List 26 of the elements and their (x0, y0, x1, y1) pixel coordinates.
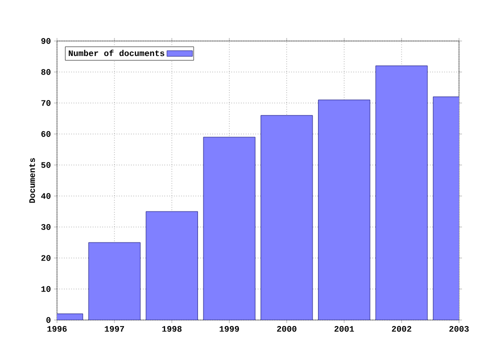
bar (318, 100, 370, 320)
bar (203, 136, 256, 320)
y-tick-label: 60 (41, 131, 51, 137)
x-tick-label: 1999 (220, 326, 239, 332)
x-tick-label: 2001 (334, 326, 354, 332)
y-tick-label: 30 (41, 224, 51, 230)
x-tick-label: 1996 (47, 326, 67, 332)
x-tick-label: 2000 (277, 326, 296, 332)
y-tick-label: 20 (41, 255, 51, 261)
legend-label: Number of documents (68, 50, 164, 56)
x-tick-label: 1998 (162, 326, 182, 332)
y-tick-label: 50 (41, 162, 51, 168)
x-tick-label: 2002 (392, 326, 412, 332)
y-tick-label: 70 (41, 100, 51, 106)
y-tick-label: 40 (41, 193, 51, 199)
bar (376, 66, 428, 320)
y-tick-label: 10 (41, 286, 51, 292)
y-axis-title: Documents (29, 158, 35, 203)
x-tick-label: 1997 (104, 326, 124, 332)
bar (88, 242, 140, 320)
y-tick-label: 80 (41, 69, 51, 75)
y-tick-label: 0 (46, 317, 51, 323)
x-tick-label: 2003 (449, 326, 469, 332)
bar (146, 211, 198, 320)
bar (260, 115, 313, 320)
y-tick-label: 90 (41, 38, 51, 44)
